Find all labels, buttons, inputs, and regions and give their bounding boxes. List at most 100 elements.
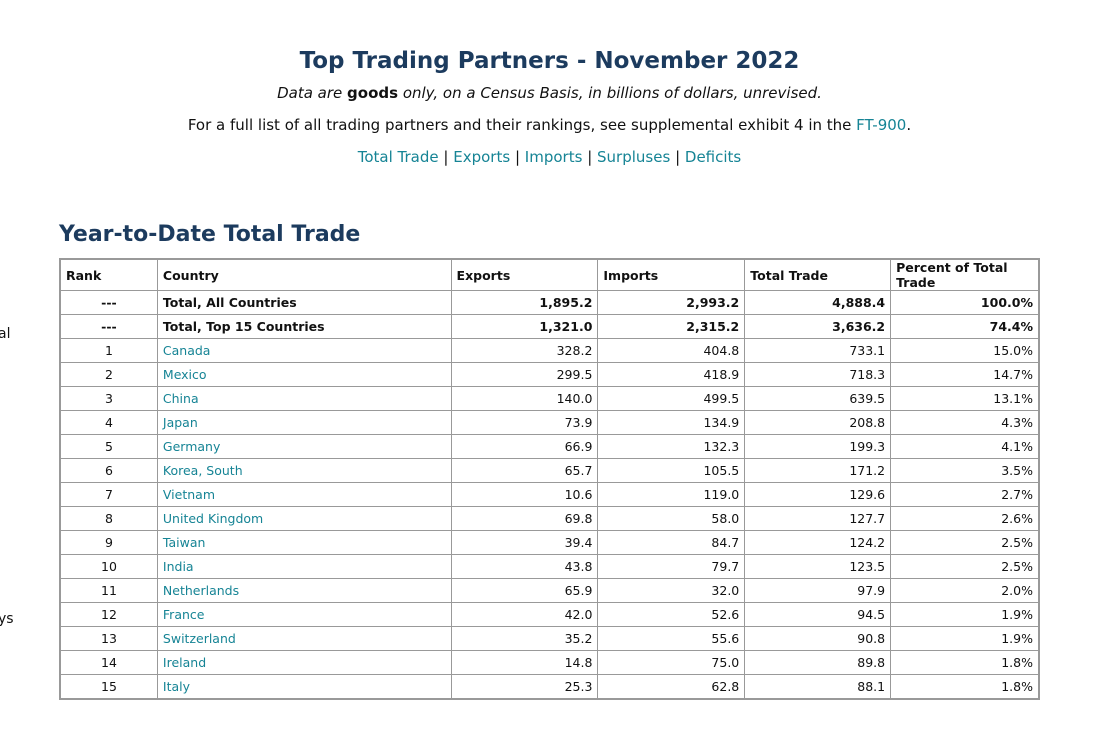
table-cell: 9: [59, 530, 158, 555]
column-header: Country: [156, 258, 452, 291]
table-row: 14 Ireland 14.8 75.0 89.8 1.8%: [59, 650, 1040, 675]
table-cell: 2.7%: [890, 482, 1040, 507]
table-cell: 1.8%: [890, 674, 1040, 700]
table-cell: India: [156, 554, 452, 579]
column-header: Imports: [597, 258, 746, 291]
column-header: Rank: [59, 258, 158, 291]
table-cell: 58.0: [597, 506, 746, 531]
table-cell: 88.1: [744, 674, 892, 700]
table-cell: 2.6%: [890, 506, 1040, 531]
table-cell: 119.0: [597, 482, 746, 507]
country-link[interactable]: Italy: [162, 679, 191, 694]
subtitle-text: only, on a Census Basis, in billions of …: [398, 84, 822, 102]
table-cell: 1,895.2: [450, 290, 599, 315]
country-link[interactable]: Switzerland: [162, 631, 236, 646]
table-cell: ---: [59, 290, 158, 315]
nav-link[interactable]: Deficits: [684, 148, 742, 166]
nav-link[interactable]: Surpluses: [597, 148, 671, 166]
table-cell: Canada: [156, 338, 452, 363]
table-cell: 74.4%: [890, 314, 1040, 339]
table-cell: 13: [59, 626, 158, 651]
table-cell: 55.6: [597, 626, 746, 651]
table-row: 3 China 140.0 499.5 639.5 13.1%: [59, 386, 1040, 411]
country-link[interactable]: Taiwan: [162, 535, 206, 550]
note-link[interactable]: FT-900: [856, 116, 907, 134]
table-cell: 89.8: [744, 650, 892, 675]
table-row: 13 Switzerland 35.2 55.6 90.8 1.9%: [59, 626, 1040, 651]
table-cell: 4: [59, 410, 158, 435]
table-cell: 75.0: [597, 650, 746, 675]
table-cell: 5: [59, 434, 158, 459]
table-cell: 4.3%: [890, 410, 1040, 435]
table-cell: 10.6: [450, 482, 599, 507]
table-cell: 65.9: [450, 578, 599, 603]
table-cell: 65.7: [450, 458, 599, 483]
table-cell: 52.6: [597, 602, 746, 627]
subtitle-emphasis: goods: [347, 84, 399, 102]
table-row: 8 United Kingdom 69.8 58.0 127.7 2.6%: [59, 506, 1040, 531]
note-text: For a full list of all trading partners …: [187, 116, 857, 134]
subtitle-text: Data are: [277, 84, 348, 102]
table-cell: 2: [59, 362, 158, 387]
country-link[interactable]: Canada: [162, 343, 211, 358]
table-cell: 2.0%: [890, 578, 1040, 603]
table-cell: 39.4: [450, 530, 599, 555]
country-link[interactable]: Japan: [162, 415, 198, 430]
table-cell: Taiwan: [156, 530, 452, 555]
table-row: 11 Netherlands 65.9 32.0 97.9 2.0%: [59, 578, 1040, 603]
table-cell: Switzerland: [156, 626, 452, 651]
column-header: Total Trade: [744, 258, 892, 291]
table-cell: Total, Top 15 Countries: [156, 314, 452, 339]
country-link[interactable]: Ireland: [162, 655, 207, 670]
nav-link[interactable]: Exports: [453, 148, 511, 166]
nav-separator: |: [675, 148, 681, 166]
table-cell: 3: [59, 386, 158, 411]
country-link[interactable]: Mexico: [162, 367, 207, 382]
note-text: .: [906, 116, 912, 134]
table-cell: 299.5: [450, 362, 599, 387]
table-row: 12 France 42.0 52.6 94.5 1.9%: [59, 602, 1040, 627]
table-cell: 14.7%: [890, 362, 1040, 387]
country-link[interactable]: India: [162, 559, 194, 574]
table-cell: 1.8%: [890, 650, 1040, 675]
table-cell: 123.5: [744, 554, 892, 579]
table-cell: 90.8: [744, 626, 892, 651]
table-row: 7 Vietnam 10.6 119.0 129.6 2.7%: [59, 482, 1040, 507]
table-cell: 13.1%: [890, 386, 1040, 411]
table-cell: 2,315.2: [597, 314, 746, 339]
table-cell: 2.5%: [890, 530, 1040, 555]
table-cell: France: [156, 602, 452, 627]
table-cell: 7: [59, 482, 158, 507]
country-link[interactable]: Netherlands: [162, 583, 240, 598]
table-cell: 4.1%: [890, 434, 1040, 459]
table-cell: Ireland: [156, 650, 452, 675]
table-cell: 171.2: [744, 458, 892, 483]
table-body: --- Total, All Countries 1,895.2 2,993.2 4,8…: [59, 290, 1040, 700]
table-cell: Total, All Countries: [156, 290, 452, 315]
country-link[interactable]: Germany: [162, 439, 221, 454]
table: Rank Country Exports Imports Total Trade Perc…: [59, 258, 1040, 700]
table-row: --- Total, All Countries 1,895.2 2,993.2 4,8…: [59, 290, 1040, 315]
nav-link[interactable]: Total Trade: [357, 148, 439, 166]
table-cell: 6: [59, 458, 158, 483]
sidebar-fragment: al: [0, 326, 11, 342]
table-cell: Japan: [156, 410, 452, 435]
country-link[interactable]: France: [162, 607, 205, 622]
table-cell: 73.9: [450, 410, 599, 435]
table-row: 6 Korea, South 65.7 105.5 171.2 3.5%: [59, 458, 1040, 483]
table-cell: 1.9%: [890, 602, 1040, 627]
country-link[interactable]: Korea, South: [162, 463, 243, 478]
table-cell: 3,636.2: [744, 314, 892, 339]
country-link[interactable]: Vietnam: [162, 487, 216, 502]
table-cell: 14: [59, 650, 158, 675]
table-cell: United Kingdom: [156, 506, 452, 531]
country-link[interactable]: China: [162, 391, 199, 406]
table-cell: China: [156, 386, 452, 411]
table-row: 2 Mexico 299.5 418.9 718.3 14.7%: [59, 362, 1040, 387]
table-cell: Netherlands: [156, 578, 452, 603]
table-cell: 11: [59, 578, 158, 603]
table-row: --- Total, Top 15 Countries 1,321.0 2,315.2…: [59, 314, 1040, 339]
nav-link[interactable]: Imports: [524, 148, 583, 166]
country-link[interactable]: United Kingdom: [162, 511, 264, 526]
